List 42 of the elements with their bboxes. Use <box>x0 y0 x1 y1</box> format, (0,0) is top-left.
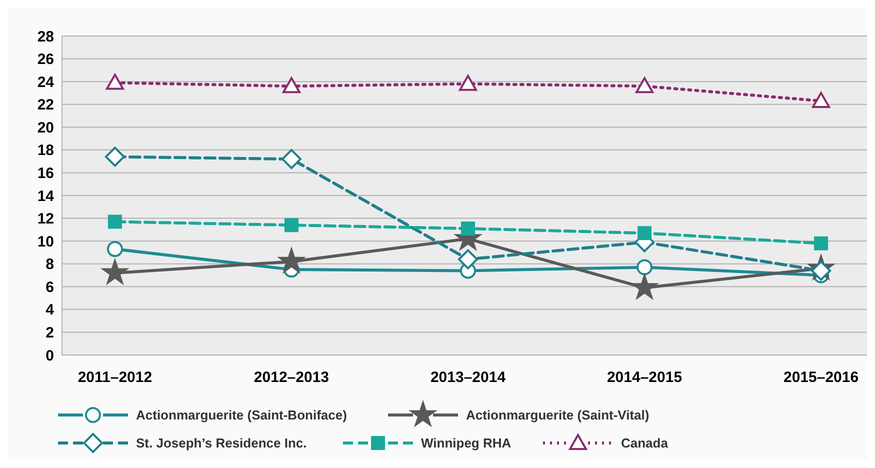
point <box>636 259 653 276</box>
legend-label: Winnipeg RHA <box>421 436 512 451</box>
y-tick-label: 0 <box>46 347 54 364</box>
legend-label: St. Joseph’s Residence Inc. <box>136 436 307 451</box>
point <box>277 246 306 274</box>
legend-label: Actionmarguerite (Saint-Vital) <box>466 408 650 423</box>
y-tick-label: 18 <box>37 142 54 160</box>
point <box>459 74 477 91</box>
point <box>106 74 124 90</box>
y-tick-label: 24 <box>37 74 55 91</box>
legend-label: Canada <box>621 436 669 451</box>
point <box>104 146 125 167</box>
point <box>814 236 828 250</box>
y-tick-label: 22 <box>37 96 54 114</box>
y-tick-label: 26 <box>37 51 54 68</box>
y-tick-label: 28 <box>37 28 54 46</box>
y-tick-label: 12 <box>37 210 54 228</box>
point <box>108 214 122 229</box>
legend-label: Actionmarguerite (Saint-Boniface) <box>136 408 347 423</box>
x-tick-label: 2015–2016 <box>783 369 859 386</box>
point <box>638 226 652 240</box>
point <box>282 77 300 94</box>
x-tick-label: 2013–2014 <box>430 369 506 386</box>
y-tick-label: 8 <box>46 256 54 274</box>
y-tick-label: 4 <box>46 302 55 319</box>
y-tick-label: 20 <box>37 119 54 136</box>
y-tick-label: 10 <box>37 233 54 250</box>
point <box>812 92 830 108</box>
point <box>458 249 478 270</box>
y-tick-label: 2 <box>46 324 54 342</box>
x-tick-label: 2011–2012 <box>78 369 152 386</box>
point <box>281 149 302 170</box>
y-tick-label: 16 <box>37 164 54 182</box>
point <box>106 241 123 258</box>
x-tick-label: 2012–2013 <box>254 369 330 386</box>
y-tick-label: 14 <box>37 188 55 205</box>
x-tick-label: 2014–2015 <box>606 369 682 386</box>
point <box>284 218 298 232</box>
point <box>100 258 130 286</box>
point <box>461 222 475 236</box>
y-tick-label: 6 <box>46 278 54 296</box>
point <box>636 77 654 94</box>
